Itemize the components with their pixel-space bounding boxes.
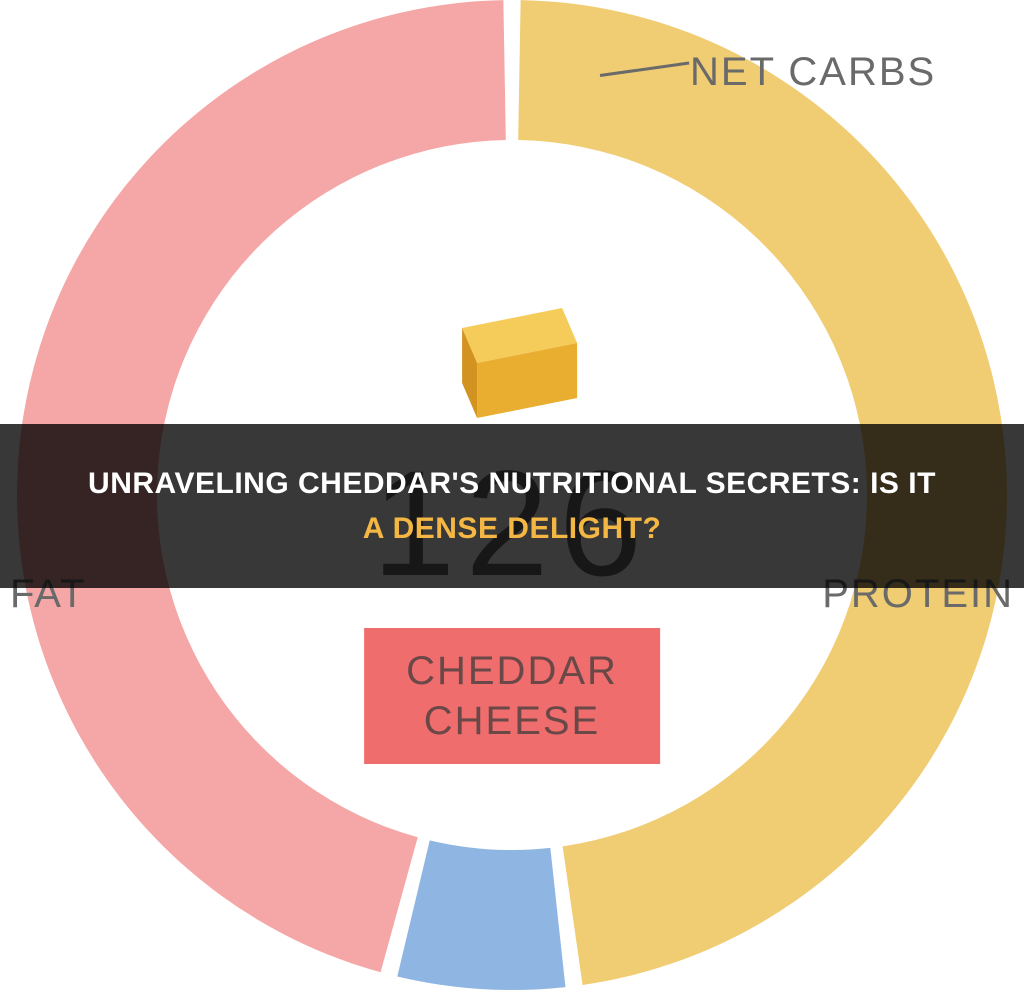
food-name-box: CHEDDAR CHEESE — [364, 628, 660, 764]
title-overlay-text: UNRAVELING CHEDDAR'S NUTRITIONAL SECRETS… — [88, 461, 936, 551]
cheese-icon — [427, 288, 597, 428]
title-line2: A DENSE DELIGHT? — [363, 512, 662, 545]
stage: NET CARBS FAT PROTEIN 126 CHEDDAR CHEESE… — [0, 0, 1024, 1007]
donut-segment-netcarbs — [397, 840, 565, 990]
food-name-line2: CHEESE — [424, 699, 601, 743]
title-line1: UNRAVELING CHEDDAR'S NUTRITIONAL SECRETS… — [88, 467, 936, 500]
food-name-line1: CHEDDAR — [406, 649, 618, 693]
title-overlay-band: UNRAVELING CHEDDAR'S NUTRITIONAL SECRETS… — [0, 424, 1024, 588]
net-carbs-label: NET CARBS — [690, 50, 936, 95]
